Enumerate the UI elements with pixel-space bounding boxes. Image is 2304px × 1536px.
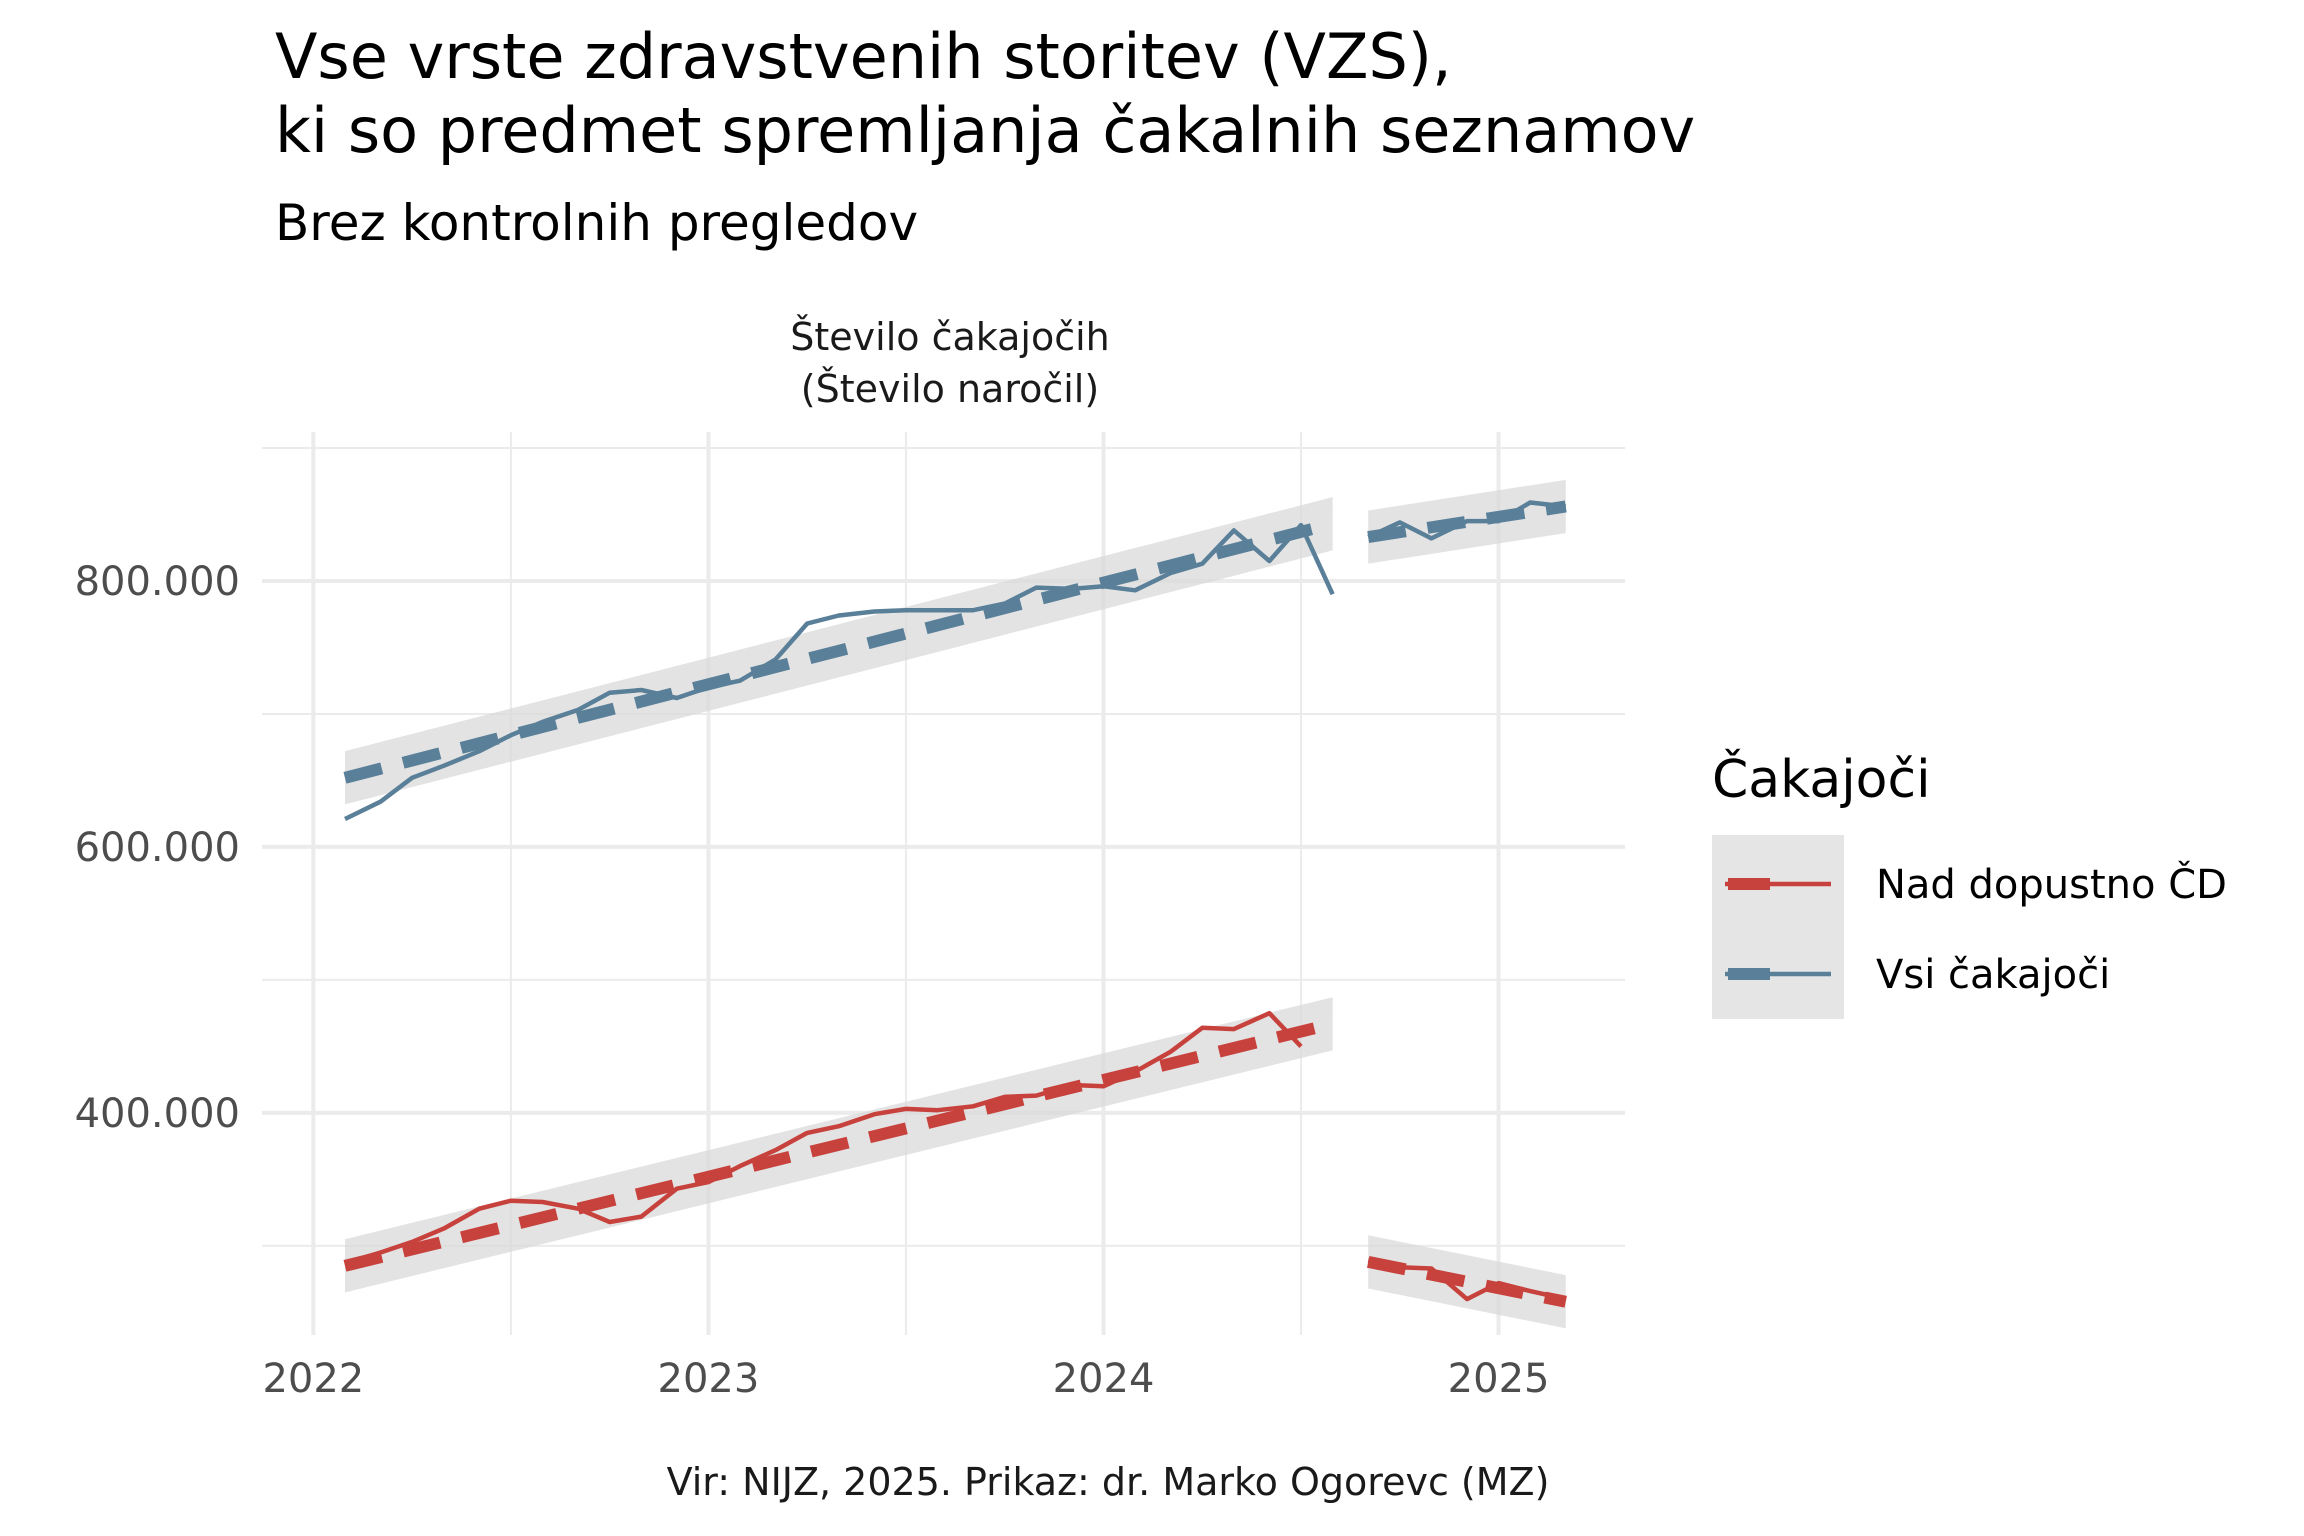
chart-caption: Vir: NIJZ, 2025. Prikaz: dr. Marko Ogore… (667, 1460, 1550, 1504)
series-line (1367, 500, 1566, 541)
grid-major (262, 432, 1625, 1335)
trend-ribbon (1368, 1235, 1566, 1329)
series-line (344, 522, 1335, 822)
trend-line (343, 517, 1335, 784)
legend-label: Nad dopustno ČD (1876, 860, 2227, 908)
y-axis-label-line2: (Število naročil) (801, 367, 1099, 411)
plot-area (262, 432, 1625, 1335)
series-line (1367, 1258, 1567, 1302)
x-tick-label: 2023 (658, 1356, 760, 1402)
y-tick-label: 400.000 (75, 1091, 240, 1137)
y-axis-ticks: 400.000 600.000 800.000 (75, 559, 240, 1137)
legend-key-background (1712, 835, 1844, 1019)
y-tick-label: 600.000 (75, 825, 240, 871)
x-tick-label: 2022 (262, 1356, 364, 1402)
y-tick-label: 800.000 (75, 559, 240, 605)
grid-minor (262, 432, 1625, 1335)
legend: Čakajoči Nad dopustno ČD Vsi čakajoči (1712, 748, 2227, 1019)
legend-label: Vsi čakajoči (1876, 952, 2110, 998)
trend-line (1367, 500, 1567, 543)
series-lines (344, 500, 1567, 1302)
y-axis-label-line1: Število čakajočih (790, 315, 1109, 359)
chart-subtitle: Brez kontrolnih pregledov (275, 194, 918, 252)
x-axis-ticks: 2022 2023 2024 2025 (262, 1356, 1549, 1402)
chart-title-line2: ki so predmet spremljanja čakalnih sezna… (275, 94, 1695, 167)
legend-title: Čakajoči (1712, 748, 1931, 810)
chart-title-line1: Vse vrste zdravstvenih storitev (VZS), (275, 20, 1452, 93)
trend-lines (343, 500, 1567, 1308)
x-tick-label: 2025 (1448, 1356, 1550, 1402)
x-tick-label: 2024 (1053, 1356, 1155, 1402)
series-line (344, 1010, 1303, 1266)
trend-line (343, 1017, 1335, 1272)
